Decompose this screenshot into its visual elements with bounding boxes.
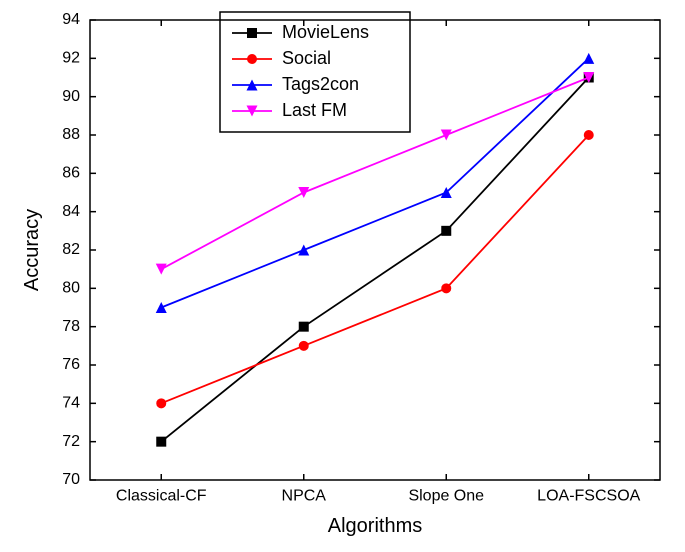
x-tick-label: LOA-FSCSOA [537,487,640,504]
y-tick-label: 78 [62,318,80,335]
series-social [156,130,594,408]
marker-circle [441,283,451,293]
marker-triangle-up [583,53,594,64]
series-line [161,78,589,270]
y-tick-label: 86 [62,165,80,182]
marker-square [299,322,309,332]
y-tick-label: 90 [62,88,80,105]
y-tick-label: 82 [62,241,80,258]
legend: MovieLens Social Tags2con Last FM [220,12,410,132]
x-axis-title: Algorithms [328,515,422,537]
y-tick-label: 92 [62,50,80,67]
marker-circle [247,54,257,64]
plot-frame [90,20,660,480]
series-tags2con [156,53,595,313]
series-line [161,135,589,403]
x-tick-label: Slope One [408,487,484,504]
series-last-fm [156,72,595,275]
marker-circle [584,130,594,140]
marker-square [441,226,451,236]
x-tick-label: Classical-CF [116,487,207,504]
legend-label: Social [282,48,331,68]
marker-square [247,28,257,38]
y-tick-label: 88 [62,126,80,143]
marker-triangle-up [156,302,167,313]
y-tick-label: 74 [62,395,80,412]
series-movielens [156,73,594,447]
legend-label: MovieLens [282,22,369,42]
y-axis-title: Accuracy [21,209,43,291]
marker-triangle-down [156,264,167,275]
legend-label: Last FM [282,100,347,120]
y-tick-label: 76 [62,356,80,373]
marker-triangle-up [298,245,309,256]
marker-square [156,437,166,447]
marker-triangle-down [441,130,452,141]
series-line [161,58,589,307]
marker-circle [156,398,166,408]
accuracy-line-chart: 70 72 74 76 78 80 82 84 86 88 90 92 94 Classical-CF NP… [0,0,685,552]
y-tick-label: 94 [62,11,80,28]
marker-circle [299,341,309,351]
y-tick-label: 70 [62,471,80,488]
marker-triangle-down [298,187,309,198]
x-tick-label: NPCA [282,487,327,504]
y-tick-label: 80 [62,280,80,297]
y-tick-label: 84 [62,203,80,220]
y-tick-label: 72 [62,433,80,450]
legend-label: Tags2con [282,74,359,94]
